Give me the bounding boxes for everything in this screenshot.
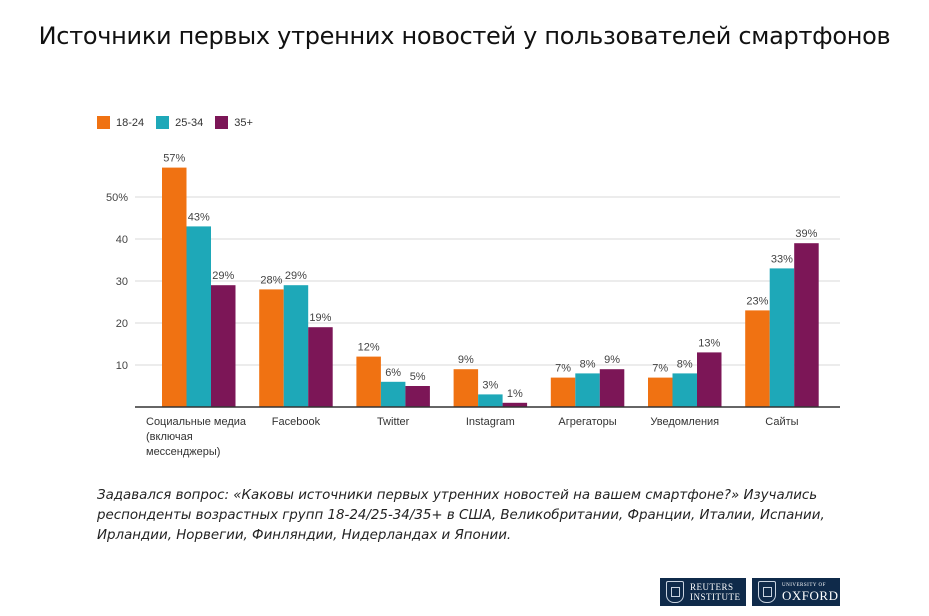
y-tick-label: 40 — [116, 234, 128, 246]
data-label: 3% — [482, 379, 498, 391]
y-tick-label: 30 — [116, 276, 128, 288]
bar — [356, 356, 381, 407]
category-label: Twitter — [377, 416, 410, 428]
y-tick-label: 50% — [106, 192, 128, 204]
data-label: 57% — [163, 153, 185, 165]
bar — [599, 369, 625, 407]
bar — [308, 327, 333, 407]
data-label: 13% — [698, 337, 720, 349]
legend-swatch-35plus — [215, 116, 229, 129]
crest-icon — [666, 581, 684, 603]
bar — [186, 226, 211, 407]
category-label: (включая — [146, 431, 193, 443]
bar — [453, 369, 479, 407]
category-label: Агрегаторы — [558, 416, 616, 428]
y-tick-label: 10 — [116, 360, 128, 372]
data-label: 8% — [677, 358, 693, 370]
chart-title: Источники первых утренних новостей у пол… — [38, 22, 891, 50]
bar — [672, 373, 697, 407]
bar — [648, 377, 673, 407]
data-label: 29% — [212, 270, 234, 282]
bar — [211, 285, 236, 407]
crest-icon — [758, 581, 776, 603]
data-label: 39% — [795, 228, 817, 240]
legend-swatch-18-24 — [97, 116, 110, 129]
oxford-logo: UNIVERSITY OF OXFORD — [752, 578, 840, 606]
legend-item-35plus: 35+ — [215, 116, 253, 129]
data-label: 33% — [771, 253, 793, 265]
bar — [697, 352, 722, 407]
bar — [405, 386, 430, 407]
category-label: Уведомления — [650, 416, 719, 428]
bar — [575, 373, 600, 407]
bar — [745, 310, 770, 407]
bar — [380, 381, 406, 407]
bar — [162, 167, 187, 407]
legend-item-25-34: 25-34 — [156, 116, 203, 129]
data-label: 8% — [580, 358, 596, 370]
bar-chart: 10 20 30 40 50% 57% 28% 12% 9% 7% 7% 23% 43% 29% 6% 3% 8… — [106, 153, 840, 458]
survey-note: Задавался вопрос: «Каковы источники перв… — [97, 488, 825, 543]
bar — [794, 243, 819, 407]
legend-label-25-34: 25-34 — [175, 116, 204, 129]
y-tick-label: 20 — [116, 318, 128, 330]
category-label: Instagram — [466, 416, 515, 428]
legend-swatch-25-34 — [156, 116, 170, 129]
data-label: 9% — [458, 354, 474, 366]
bar — [259, 289, 284, 407]
category-label: Социальные медиа — [146, 416, 247, 428]
reuters-logo-line1: REUTERS — [690, 581, 734, 592]
bar — [478, 394, 503, 407]
reuters-institute-logo: REUTERS INSTITUTE — [660, 578, 746, 606]
reuters-logo-line2: INSTITUTE — [690, 591, 741, 602]
data-label: 5% — [410, 371, 426, 383]
data-label: 7% — [555, 363, 571, 375]
data-label: 23% — [746, 295, 768, 307]
category-label: Facebook — [272, 416, 321, 428]
category-label: мессенджеры) — [146, 446, 220, 458]
bar — [769, 268, 795, 407]
oxford-logo-line2: OXFORD — [782, 587, 839, 603]
bar — [502, 402, 528, 407]
legend: 18-24 25-34 35+ — [97, 116, 265, 129]
data-label: 6% — [385, 367, 401, 379]
data-label: 19% — [309, 312, 331, 324]
data-label: 1% — [507, 388, 523, 400]
legend-label-35plus: 35+ — [234, 116, 253, 129]
data-label: 7% — [652, 363, 668, 375]
legend-label-18-24: 18-24 — [116, 116, 145, 129]
data-label: 28% — [260, 274, 282, 286]
data-label: 12% — [358, 342, 380, 354]
data-label: 29% — [285, 270, 307, 282]
oxford-logo-line1: UNIVERSITY OF — [782, 582, 826, 588]
bar — [550, 377, 576, 407]
legend-item-18-24: 18-24 — [97, 116, 144, 129]
data-label: 9% — [604, 354, 620, 366]
category-label: Сайты — [765, 416, 798, 428]
bar — [283, 285, 309, 407]
data-label: 43% — [188, 211, 210, 223]
